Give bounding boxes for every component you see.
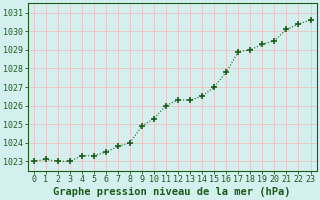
- X-axis label: Graphe pression niveau de la mer (hPa): Graphe pression niveau de la mer (hPa): [53, 186, 291, 197]
